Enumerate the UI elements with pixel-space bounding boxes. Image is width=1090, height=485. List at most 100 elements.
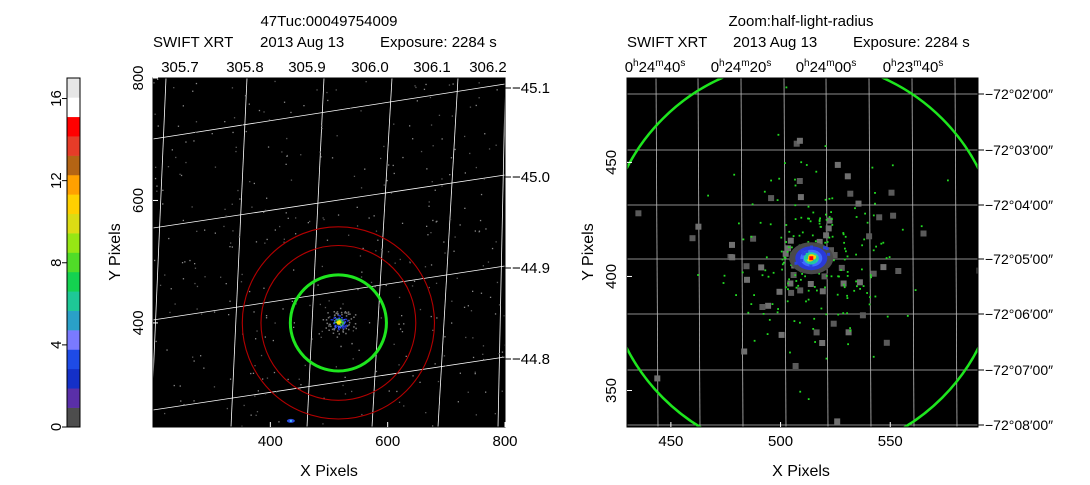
scatter-event: [807, 241, 810, 243]
scatter-event: [805, 300, 807, 303]
ra-grid-line: [497, 91, 505, 427]
cluster-event: [335, 319, 337, 321]
scatter-event: [880, 242, 883, 245]
scatter-event: [800, 278, 802, 281]
background-event: [414, 85, 416, 87]
scatter-event: [837, 313, 840, 316]
right-plot-area: [627, 78, 978, 427]
scatter-event: [747, 311, 750, 314]
background-event: [167, 166, 170, 168]
background-event: [153, 82, 155, 84]
background-event: [435, 282, 438, 284]
cluster-event: [344, 311, 347, 313]
scatter-event: [872, 249, 875, 252]
background-event: [432, 219, 434, 222]
cluster-event: [334, 327, 336, 330]
scatter-event: [824, 286, 826, 289]
background-event: [225, 283, 227, 285]
core-pixel: [802, 252, 806, 256]
scatter-event: [795, 280, 798, 282]
background-event: [443, 355, 446, 357]
background-event: [438, 114, 441, 116]
ra-unit: m: [741, 58, 749, 69]
background-event: [488, 148, 491, 150]
scatter-event: [846, 294, 848, 297]
scatter-event: [831, 224, 834, 226]
cluster-event: [334, 314, 336, 316]
background-event: [229, 246, 231, 248]
ra-grid-line: [911, 78, 915, 427]
background-event: [164, 274, 166, 276]
background-event: [204, 229, 206, 231]
colorbar-swatch: [67, 213, 80, 234]
background-event: [300, 154, 302, 156]
background-event: [154, 177, 157, 180]
background-event: [503, 315, 505, 317]
background-event: [237, 189, 239, 192]
cluster-event: [339, 321, 342, 324]
background-event: [298, 378, 300, 380]
background-event: [266, 238, 268, 241]
background-event: [157, 125, 159, 127]
background-event: [189, 259, 191, 262]
colorbar-swatch: [67, 233, 80, 253]
background-event: [409, 125, 411, 127]
background-event: [475, 166, 477, 169]
core-pixel: [813, 259, 817, 263]
cluster-event: [340, 324, 342, 327]
background-event: [293, 326, 295, 328]
cluster-event: [341, 313, 343, 316]
scatter-event: [805, 164, 808, 166]
background-event: [423, 88, 426, 90]
core-pixel: [805, 256, 808, 260]
background-event: [370, 281, 373, 284]
scatter-event: [804, 275, 806, 278]
background-event: [307, 222, 309, 224]
ra-value: 40: [922, 59, 939, 76]
ra-tick-label: 305.7: [161, 59, 199, 76]
background-event: [413, 280, 416, 282]
background-event: [729, 254, 736, 261]
background-event: [282, 308, 284, 310]
cluster-event: [343, 322, 346, 324]
colorbar-swatch: [67, 407, 80, 428]
background-event: [318, 333, 320, 335]
background-event: [432, 329, 434, 331]
scatter-event: [830, 275, 833, 278]
ra-grid-line: [306, 78, 325, 427]
background-event: [177, 125, 180, 127]
background-event: [436, 317, 438, 319]
background-event: [432, 425, 434, 427]
background-event: [196, 308, 198, 310]
ra-grid-line: [230, 78, 248, 427]
cluster-event: [334, 326, 337, 328]
scatter-event: [849, 327, 851, 329]
core-pixel: [801, 250, 805, 254]
cluster-event: [345, 324, 348, 326]
cluster-event: [338, 326, 340, 329]
background-event: [375, 250, 377, 252]
background-event: [438, 405, 440, 407]
background-event: [430, 315, 432, 318]
cluster-event: [336, 318, 338, 320]
background-event: [251, 206, 253, 208]
scatter-event: [811, 234, 814, 237]
background-event: [427, 234, 429, 236]
background-event: [456, 277, 458, 279]
dec-tick-label: −45.0: [512, 169, 550, 186]
background-event: [855, 200, 862, 207]
background-event: [449, 174, 451, 176]
background-event: [320, 156, 322, 158]
ra-grid-line: [954, 78, 958, 427]
background-event: [287, 378, 289, 381]
scatter-event: [801, 231, 804, 234]
scatter-event: [866, 221, 869, 224]
scatter-event: [947, 179, 949, 182]
ra-tick-label: 306.2: [469, 59, 507, 76]
background-event: [432, 145, 434, 147]
background-event: [464, 207, 466, 209]
background-event: [787, 237, 794, 244]
x-tick-label: 450: [658, 433, 683, 450]
background-event: [291, 300, 293, 302]
